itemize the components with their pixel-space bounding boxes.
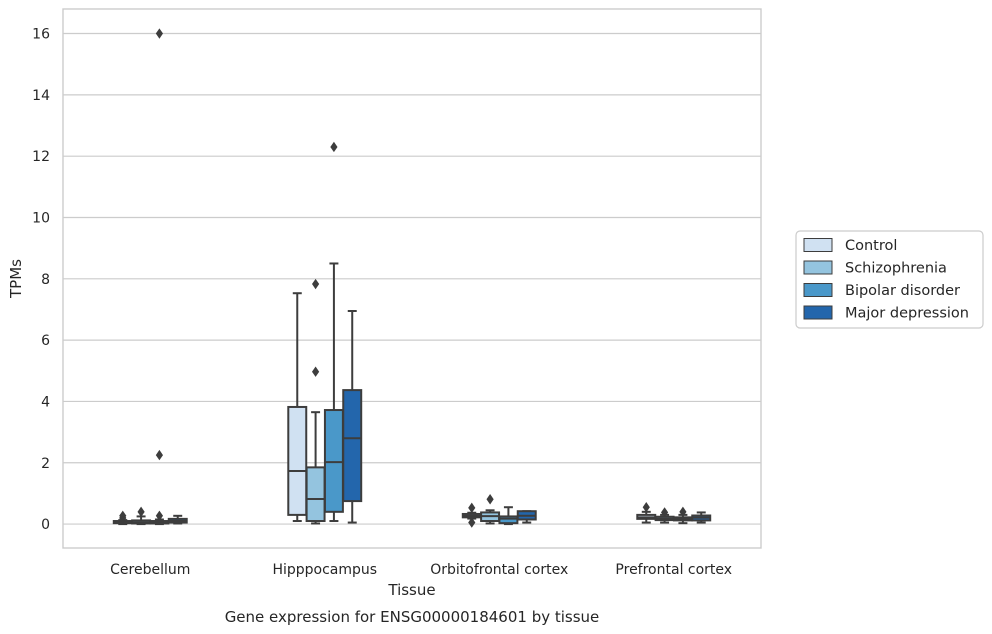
outlier-point bbox=[155, 28, 164, 39]
box-schizophrenia bbox=[480, 494, 501, 525]
x-tick-label: Prefrontal cortex bbox=[615, 562, 732, 578]
box-schizophrenia bbox=[654, 507, 675, 524]
outlier-point bbox=[642, 502, 650, 513]
y-tick-label: 10 bbox=[32, 210, 50, 226]
legend-label: Bipolar disorder bbox=[845, 283, 960, 299]
y-tick-label: 2 bbox=[41, 456, 50, 472]
outlier-point bbox=[679, 506, 687, 518]
y-tick-label: 8 bbox=[41, 272, 50, 288]
box-bipolar-disorder bbox=[323, 141, 344, 523]
outlier-point bbox=[311, 278, 320, 290]
box-major-depression bbox=[516, 510, 537, 524]
box-schizophrenia bbox=[131, 506, 152, 526]
y-tick-label: 16 bbox=[32, 27, 50, 43]
legend-label: Major depression bbox=[845, 306, 969, 322]
y-tick-label: 12 bbox=[32, 149, 50, 165]
x-axis-label: Tissue bbox=[387, 581, 435, 599]
legend-label: Control bbox=[845, 238, 897, 254]
box-bipolar-disorder bbox=[498, 506, 519, 526]
box-schizophrenia bbox=[305, 278, 326, 525]
y-tick-label: 6 bbox=[41, 333, 50, 349]
legend-swatch bbox=[803, 305, 833, 320]
outlier-point bbox=[468, 502, 476, 514]
box-major-depression bbox=[167, 514, 188, 525]
x-tick-labels: Cerebellum Hipppocampus Orbitofrontal cort… bbox=[110, 562, 732, 578]
box-control bbox=[287, 292, 308, 523]
outlier-point bbox=[330, 141, 338, 153]
outlier-point bbox=[155, 449, 164, 461]
outlier-point bbox=[468, 517, 476, 528]
x-tick-label: Orbitofrontal cortex bbox=[430, 562, 568, 578]
plot-frame bbox=[62, 8, 762, 549]
x-tick-label: Hipppocampus bbox=[272, 562, 377, 578]
box-control bbox=[461, 502, 482, 528]
outlier-point bbox=[119, 510, 127, 522]
box-major-depression bbox=[342, 309, 363, 524]
x-tick-label: Cerebellum bbox=[110, 562, 190, 578]
box-bipolar-disorder bbox=[672, 506, 693, 525]
y-tick-labels: 0 2 4 6 8 10 12 14 16 bbox=[32, 27, 50, 534]
y-tick-label: 4 bbox=[41, 394, 50, 410]
box-groups bbox=[112, 28, 712, 528]
box-bipolar-disorder bbox=[149, 28, 170, 526]
grid-lines bbox=[63, 32, 761, 525]
iqr-box bbox=[498, 515, 519, 525]
box-control bbox=[636, 502, 657, 524]
iqr-box bbox=[287, 405, 308, 516]
outlier-point bbox=[311, 366, 320, 377]
y-axis-label: TPMs bbox=[7, 259, 25, 299]
legend-label: Schizophrenia bbox=[845, 261, 947, 277]
iqr-box bbox=[323, 409, 344, 513]
legend-swatch bbox=[803, 260, 833, 275]
legend-swatch bbox=[803, 238, 833, 252]
box-control bbox=[112, 510, 133, 526]
outlier-point bbox=[660, 507, 669, 518]
chart-caption: Gene expression for ENSG00000184601 by t… bbox=[225, 608, 600, 626]
y-tick-label: 0 bbox=[41, 517, 50, 533]
iqr-box bbox=[305, 466, 326, 523]
box-major-depression bbox=[691, 511, 712, 524]
legend: Control Schizophrenia Bipolar disorder Majo… bbox=[795, 230, 984, 329]
outlier-point bbox=[486, 494, 494, 505]
y-tick-label: 14 bbox=[32, 88, 50, 104]
legend-swatch bbox=[803, 283, 833, 297]
legend-box bbox=[795, 230, 984, 329]
iqr-box bbox=[342, 389, 363, 503]
outlier-point bbox=[137, 506, 145, 518]
outlier-point bbox=[155, 510, 164, 522]
